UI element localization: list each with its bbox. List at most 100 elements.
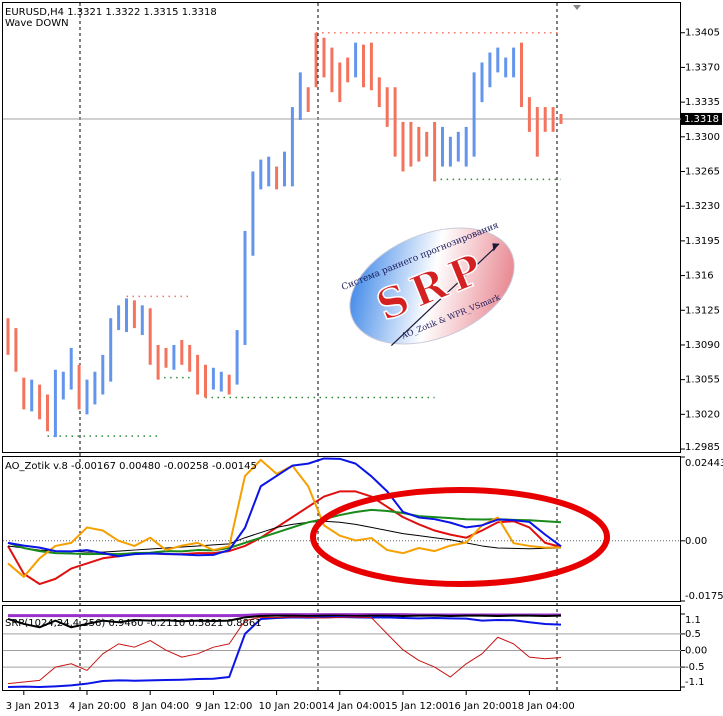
panel-title: EURUSD,H4 1.3321 1.3322 1.3315 1.3318 [5,7,217,18]
price-bar [172,344,176,370]
x-tick-label: 15 Jan 12:00 [385,701,448,712]
price-bar [346,57,350,83]
price-bar [488,52,492,88]
price-bar [53,369,57,438]
price-bar [275,166,279,190]
x-tick-label: 8 Jan 04:00 [132,701,189,712]
price-bar [369,42,373,91]
price-bar [559,114,563,124]
price-bar [330,47,334,93]
y-tick-label: -0.01755 [685,591,723,602]
price-bar [164,347,168,368]
price-bar [38,384,42,420]
indicator-line [7,490,562,586]
price-bar [362,44,365,88]
price-bar [117,305,121,331]
price-bar [543,107,547,132]
price-bar [267,156,271,187]
y-tick-label: 1.3335 [685,97,720,108]
price-bar [69,347,73,390]
price-bar [6,318,10,355]
price-panel [2,2,681,453]
y-tick-label: 0.00 [685,536,707,547]
y-tick-label: 1.3195 [685,236,720,247]
price-bar [290,107,294,187]
x-tick-label: 14 Jan 04:00 [322,701,385,712]
current-price-box [681,112,722,125]
y-tick-label: 1.2985 [685,442,720,453]
price-bar [464,126,468,167]
price-bar [298,72,302,120]
price-bar [535,107,539,157]
price-bar [512,47,516,78]
price-bar [283,151,286,187]
price-bar [314,32,318,88]
shift-marker [573,5,581,10]
price-bar [140,305,144,336]
price-bar [401,121,405,172]
x-tick-label: 16 Jan 20:00 [448,701,511,712]
price-bar [93,371,97,405]
price-bar [385,87,389,127]
price-bar [30,379,34,412]
price-bar [188,344,192,372]
indicator-line [7,614,562,629]
price-bar [504,57,508,78]
price-bar [251,171,255,256]
y-tick-label: 1.3265 [685,166,720,177]
y-tick-label: 1.3230 [685,201,720,212]
price-bar [227,374,231,395]
price-bar [456,131,460,162]
y-tick-label: 0.5 [685,629,701,640]
highlight-ellipse [310,487,610,587]
y-tick-label: -0.5 [685,662,705,673]
indicator-line [7,457,562,558]
price-bar [22,377,26,410]
y-tick-label: 1.3125 [685,305,720,316]
price-bar [204,364,207,398]
current-price-label: 1.3318 [684,114,719,125]
price-bar [551,107,555,132]
price-bar [472,72,476,157]
x-tick-label: 9 Jan 12:00 [195,701,252,712]
price-bar [259,159,263,190]
price-bar [425,131,429,157]
price-bar [85,379,89,415]
y-tick-label: 1.1 [685,615,701,626]
y-tick-label: 1.3300 [685,132,720,143]
price-bar [441,126,444,167]
logo-arrow [492,243,500,252]
price-bar [433,121,437,182]
y-tick-label: 1.3055 [685,375,720,386]
price-bar [196,354,200,395]
price-bar [409,121,413,167]
price-bar [417,126,421,162]
y-tick-label: 1.3405 [685,28,720,39]
y-tick-label: 1.3370 [685,62,720,73]
panel-title: AO_Zotik v.8 -0.00167 0.00480 -0.00258 -… [5,461,257,472]
price-bar [496,47,500,73]
y-tick-label: -1.1 [685,677,705,688]
price-bar [46,394,49,432]
price-bar [132,300,136,329]
y-tick-label: 1.3090 [685,340,720,351]
y-tick-label: 0.02443 [685,458,723,469]
price-bar [235,330,239,385]
indicator-line [7,616,562,685]
logo-ellipse [349,227,515,345]
price-bar [125,298,128,333]
y-tick-label: 1.3020 [685,409,720,420]
logo-line [390,243,500,346]
price-bar [377,77,381,108]
price-bar [77,364,81,410]
x-tick-label: 3 Jan 2013 [6,701,60,712]
price-bar [322,37,326,78]
price-bar [219,371,223,392]
price-bar [480,62,484,103]
price-bar [14,328,18,372]
price-bar [156,344,160,380]
price-bar [243,230,247,345]
price-bar [520,42,523,108]
